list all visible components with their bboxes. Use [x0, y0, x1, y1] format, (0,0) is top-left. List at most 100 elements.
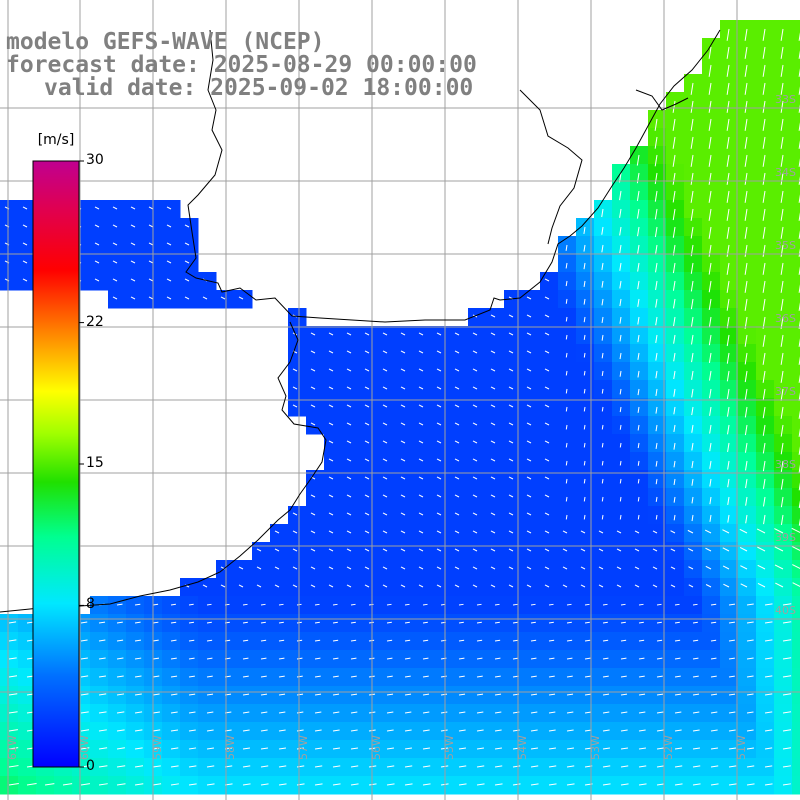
wind-arrow	[687, 529, 694, 534]
wind-arrow	[170, 783, 179, 786]
wind-arrow	[709, 460, 712, 469]
wind-arrow	[418, 350, 424, 354]
field-cell	[18, 254, 37, 273]
wind-arrow	[458, 765, 467, 768]
wind-arrow	[744, 28, 748, 41]
field-cell	[648, 560, 667, 579]
wind-arrow	[780, 64, 784, 77]
wind-arrow	[188, 657, 195, 660]
wind-arrow	[188, 621, 195, 624]
field-cell	[342, 578, 361, 597]
wind-arrow	[184, 278, 190, 282]
wind-arrow	[780, 478, 784, 490]
wind-arrow	[328, 440, 334, 444]
field-cell	[108, 290, 127, 309]
wind-arrow	[746, 639, 754, 642]
wind-arrow	[292, 548, 298, 552]
field-cell	[612, 578, 631, 597]
wind-arrow	[490, 440, 496, 444]
wind-arrow	[440, 729, 448, 732]
wind-arrow	[418, 458, 424, 462]
wind-arrow	[583, 370, 586, 376]
wind-arrow	[708, 100, 712, 113]
wind-arrow	[530, 783, 539, 786]
field-cell	[324, 542, 343, 561]
wind-arrow	[152, 675, 160, 678]
wind-arrow	[726, 262, 730, 275]
field-cell	[522, 578, 541, 597]
wind-arrow	[242, 783, 251, 786]
wind-arrow	[619, 298, 622, 307]
lat-label: 35S	[775, 239, 796, 252]
wind-arrow	[458, 783, 467, 786]
wind-arrow	[278, 639, 285, 642]
field-cell	[792, 542, 800, 561]
wind-arrow	[782, 765, 791, 768]
wind-arrow	[636, 154, 640, 166]
wind-arrow	[762, 82, 766, 95]
wind-arrow	[260, 603, 266, 606]
wind-arrow	[346, 458, 352, 462]
wind-arrow	[763, 496, 766, 507]
wind-arrow	[780, 172, 784, 185]
field-cell	[414, 380, 433, 399]
wind-arrow	[148, 206, 154, 210]
wind-arrow	[566, 711, 574, 714]
wind-arrow	[314, 657, 321, 660]
wind-arrow	[418, 530, 424, 534]
field-cell	[684, 542, 703, 561]
field-cell	[324, 416, 343, 435]
wind-arrow	[404, 621, 410, 624]
wind-arrow	[346, 386, 352, 390]
wind-arrow	[601, 370, 604, 377]
wind-arrow	[512, 747, 520, 750]
wind-arrow	[310, 332, 316, 336]
wind-arrow	[116, 747, 125, 750]
field-cell	[738, 560, 757, 579]
wind-arrow	[637, 226, 640, 237]
wind-arrow	[526, 296, 532, 300]
field-cell	[450, 326, 469, 345]
wind-arrow	[274, 566, 280, 570]
field-cell	[216, 578, 235, 597]
wind-arrow	[382, 458, 388, 462]
field-cell	[468, 506, 487, 525]
wind-arrow	[746, 621, 754, 624]
field-cell	[450, 578, 469, 597]
wind-arrow	[565, 334, 568, 340]
wind-arrow	[382, 368, 388, 372]
wind-arrow	[382, 350, 388, 354]
wind-arrow	[692, 657, 699, 660]
field-cell	[306, 326, 325, 345]
field-cell	[504, 362, 523, 381]
wind-arrow	[565, 298, 568, 304]
wind-arrow	[674, 639, 681, 642]
field-cell	[792, 128, 800, 147]
wind-arrow	[723, 583, 730, 588]
wind-arrow	[728, 711, 736, 714]
field-cell	[0, 218, 19, 237]
wind-arrow	[206, 675, 213, 678]
wind-arrow	[602, 639, 609, 642]
wind-arrow	[328, 476, 334, 480]
wind-arrow	[598, 584, 604, 588]
wind-arrow	[472, 458, 478, 462]
wind-arrow	[780, 280, 784, 293]
wind-arrow	[637, 478, 640, 484]
field-cell	[792, 38, 800, 57]
field-cell	[486, 470, 505, 489]
wind-arrow	[746, 603, 754, 606]
field-cell	[180, 290, 199, 309]
field-cell	[720, 542, 739, 561]
wind-arrow	[404, 711, 412, 714]
forecast-date: forecast date: 2025-08-29 00:00:00	[6, 52, 477, 78]
wind-arrow	[674, 603, 680, 606]
wind-arrow	[583, 280, 586, 287]
wind-arrow	[148, 242, 154, 246]
wind-arrow	[364, 368, 370, 372]
wind-arrow	[548, 729, 556, 732]
wind-arrow	[80, 621, 88, 624]
wind-arrow	[134, 693, 142, 696]
wind-arrow	[184, 260, 190, 264]
field-cell	[792, 380, 800, 399]
